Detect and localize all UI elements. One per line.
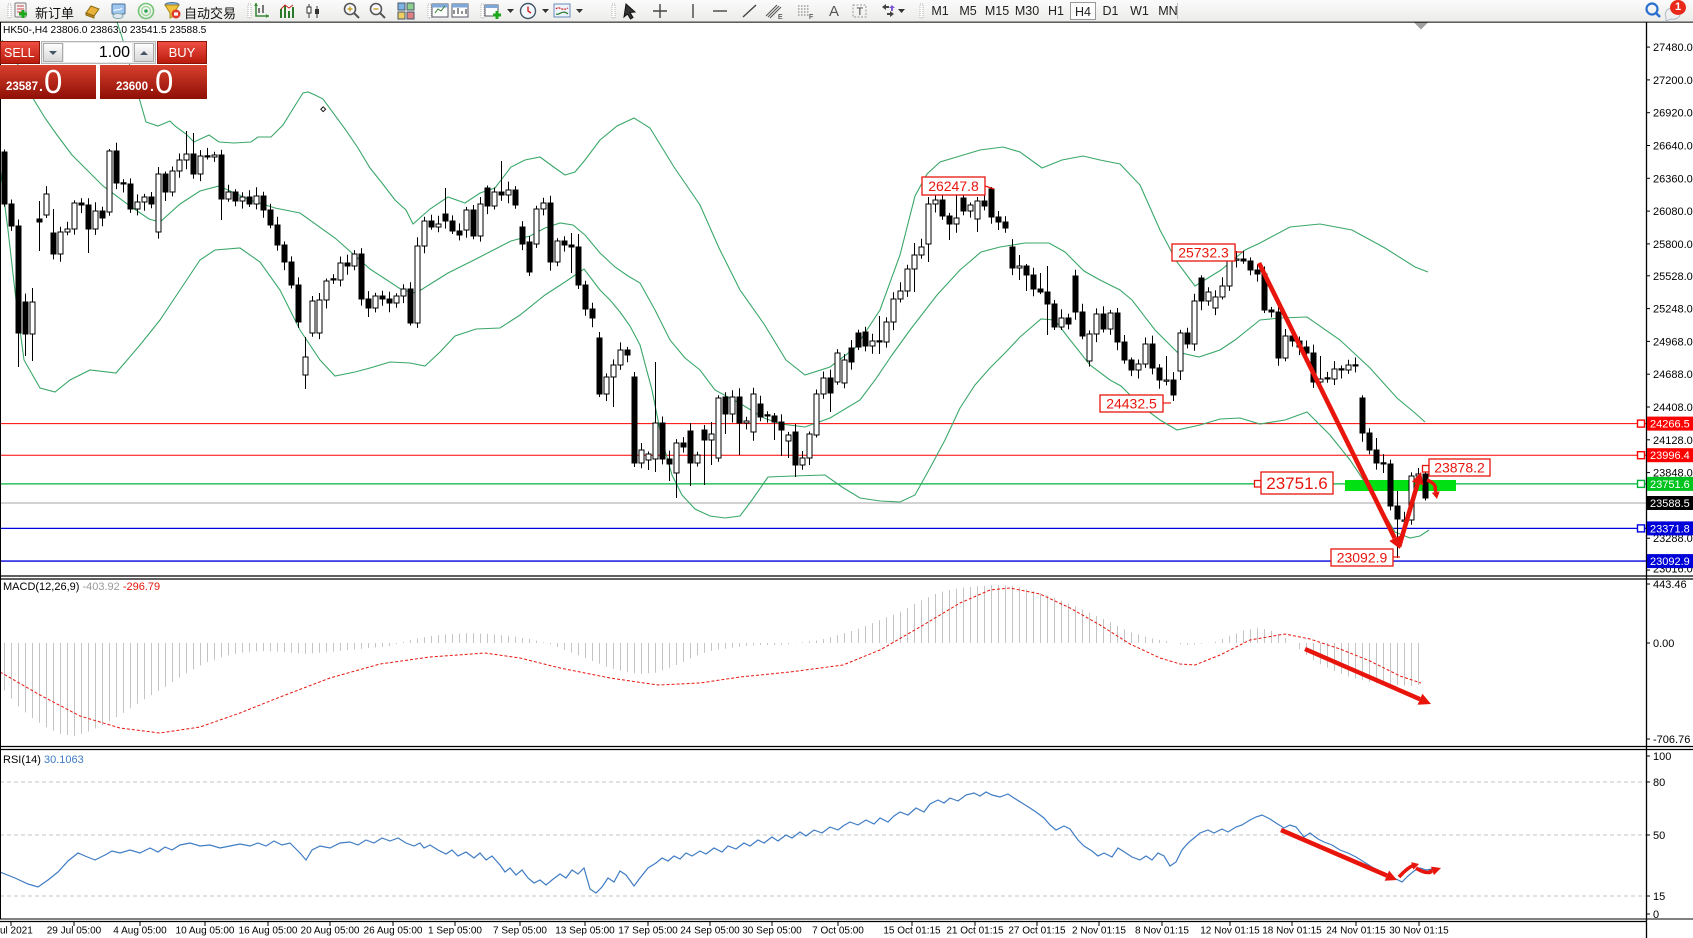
svg-text:E: E bbox=[778, 14, 783, 21]
svg-text:29 Jul 05:00: 29 Jul 05:00 bbox=[47, 926, 102, 937]
svg-text:7 Sep 05:00: 7 Sep 05:00 bbox=[493, 926, 547, 937]
svg-text:18 Nov 01:15: 18 Nov 01:15 bbox=[1262, 926, 1322, 937]
svg-text:25732.3: 25732.3 bbox=[1178, 245, 1229, 261]
svg-text:25248.0: 25248.0 bbox=[1653, 304, 1693, 316]
svg-text:30 Sep 05:00: 30 Sep 05:00 bbox=[742, 926, 802, 937]
svg-text:27480.0: 27480.0 bbox=[1653, 42, 1693, 54]
svg-text:20 Aug 05:00: 20 Aug 05:00 bbox=[301, 926, 360, 937]
svg-text:27 Oct 01:15: 27 Oct 01:15 bbox=[1008, 926, 1066, 937]
svg-text:0: 0 bbox=[1653, 909, 1659, 921]
svg-text:24968.0: 24968.0 bbox=[1653, 336, 1693, 348]
svg-text:23751.6: 23751.6 bbox=[1650, 479, 1690, 491]
svg-text:23092.9: 23092.9 bbox=[1337, 550, 1388, 566]
svg-text:23751.6: 23751.6 bbox=[1266, 474, 1327, 493]
svg-text:26920.0: 26920.0 bbox=[1653, 108, 1693, 120]
svg-text:24 Sep 05:00: 24 Sep 05:00 bbox=[680, 926, 740, 937]
svg-text:8 Nov 01:15: 8 Nov 01:15 bbox=[1135, 926, 1189, 937]
svg-text:30 Nov 01:15: 30 Nov 01:15 bbox=[1389, 926, 1449, 937]
svg-text:F: F bbox=[809, 14, 813, 21]
svg-text:24688.0: 24688.0 bbox=[1653, 369, 1693, 381]
svg-text:24128.0: 24128.0 bbox=[1653, 435, 1693, 447]
svg-text:HK50-,H4 23806.0 23863.0 2354: HK50-,H4 23806.0 23863.0 23541.5 23588.5 bbox=[3, 25, 207, 36]
svg-text:23092.9: 23092.9 bbox=[1650, 556, 1690, 568]
svg-text:4 Aug 05:00: 4 Aug 05:00 bbox=[113, 926, 167, 937]
svg-text:13 Sep 05:00: 13 Sep 05:00 bbox=[555, 926, 615, 937]
svg-text:23878.2: 23878.2 bbox=[1434, 460, 1485, 476]
svg-text:26 Aug 05:00: 26 Aug 05:00 bbox=[364, 926, 423, 937]
svg-text:443.46: 443.46 bbox=[1653, 579, 1687, 591]
svg-text:16 Aug 05:00: 16 Aug 05:00 bbox=[239, 926, 298, 937]
svg-text:MACD(12,26,9) -403.92 -296.79: MACD(12,26,9) -403.92 -296.79 bbox=[3, 581, 160, 593]
svg-text:26360.0: 26360.0 bbox=[1653, 173, 1693, 185]
svg-text:ul 2021: ul 2021 bbox=[0, 926, 33, 937]
svg-text:10 Aug 05:00: 10 Aug 05:00 bbox=[176, 926, 235, 937]
svg-text:21 Oct 01:15: 21 Oct 01:15 bbox=[946, 926, 1004, 937]
svg-text:24432.5: 24432.5 bbox=[1106, 396, 1157, 412]
svg-text:17 Sep 05:00: 17 Sep 05:00 bbox=[618, 926, 678, 937]
svg-text:23588.5: 23588.5 bbox=[1650, 498, 1690, 510]
svg-text:7 Oct 05:00: 7 Oct 05:00 bbox=[812, 926, 864, 937]
svg-text:25528.0: 25528.0 bbox=[1653, 271, 1693, 283]
svg-text:27200.0: 27200.0 bbox=[1653, 75, 1693, 87]
svg-text:100: 100 bbox=[1653, 751, 1671, 763]
svg-text:15 Oct 01:15: 15 Oct 01:15 bbox=[883, 926, 941, 937]
svg-text:1 Sep 05:00: 1 Sep 05:00 bbox=[428, 926, 482, 937]
svg-text:23371.8: 23371.8 bbox=[1650, 523, 1690, 535]
svg-text:15: 15 bbox=[1653, 891, 1665, 903]
svg-text:23996.4: 23996.4 bbox=[1650, 450, 1690, 462]
svg-text:23848.0: 23848.0 bbox=[1653, 468, 1693, 480]
svg-text:80: 80 bbox=[1653, 777, 1665, 789]
svg-text:25800.0: 25800.0 bbox=[1653, 239, 1693, 251]
svg-text:T: T bbox=[857, 6, 864, 18]
svg-text:2 Nov 01:15: 2 Nov 01:15 bbox=[1072, 926, 1126, 937]
svg-text:26640.0: 26640.0 bbox=[1653, 141, 1693, 153]
svg-text:50: 50 bbox=[1653, 830, 1665, 842]
svg-text:24408.0: 24408.0 bbox=[1653, 402, 1693, 414]
svg-text:26247.8: 26247.8 bbox=[928, 178, 979, 194]
svg-text:RSI(14) 30.1063: RSI(14) 30.1063 bbox=[3, 754, 84, 766]
svg-text:23288.0: 23288.0 bbox=[1653, 533, 1693, 545]
svg-text:-706.76: -706.76 bbox=[1653, 734, 1690, 746]
svg-text:26080.0: 26080.0 bbox=[1653, 206, 1693, 218]
svg-text:A: A bbox=[829, 3, 839, 20]
svg-text:24 Nov 01:15: 24 Nov 01:15 bbox=[1326, 926, 1386, 937]
svg-text:24266.5: 24266.5 bbox=[1650, 419, 1690, 431]
svg-text:12 Nov 01:15: 12 Nov 01:15 bbox=[1200, 926, 1260, 937]
svg-text:0.00: 0.00 bbox=[1653, 638, 1674, 650]
